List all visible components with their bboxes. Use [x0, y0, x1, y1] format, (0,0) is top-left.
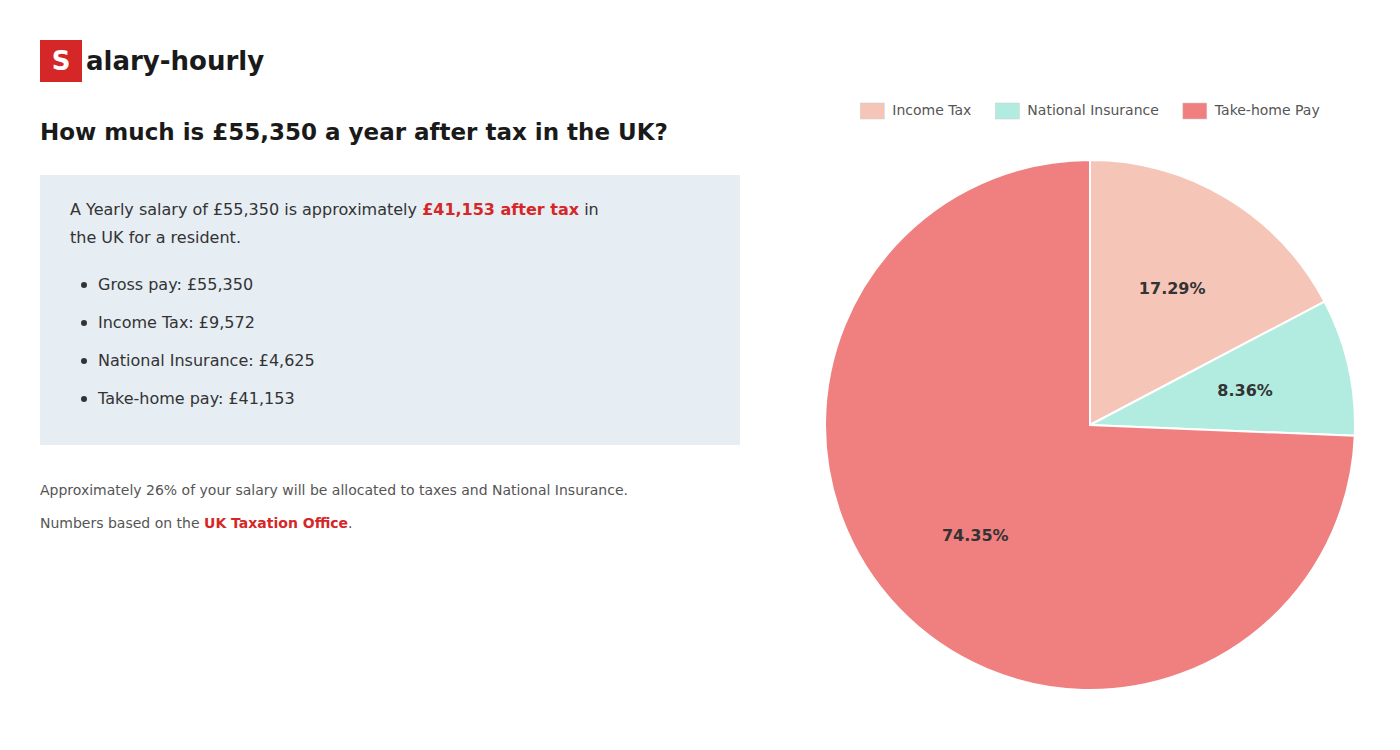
highlight: £41,153 after tax	[422, 200, 580, 219]
annotation: Income Tax: £9,572	[98, 313, 255, 332]
annotation: .	[348, 515, 352, 531]
legend-swatch	[1183, 103, 1207, 119]
annotation: the UK for a resident.	[70, 228, 241, 247]
legend-swatch	[860, 103, 884, 119]
chart: Salary-hourly How much is £55,350 a year …	[0, 0, 1400, 750]
annotation: Gross pay: £55,350	[98, 275, 253, 294]
legend-item: Income Tax	[860, 102, 971, 119]
slice	[825, 160, 1355, 690]
bullet	[81, 320, 87, 326]
data-label: 74.35%	[942, 526, 1009, 545]
legend-label: Take-home Pay	[1214, 102, 1320, 118]
text-panel: Salary-hourly How much is £55,350 a year …	[40, 40, 740, 531]
data-label: 8.36%	[1217, 381, 1273, 400]
legend: Income Tax National Insurance Take-home Pa…	[860, 102, 1319, 119]
info-box	[40, 175, 740, 445]
logo-box	[40, 40, 82, 82]
annotation: Take-home pay: £41,153	[97, 389, 295, 408]
title: How much is £55,350 a year after tax in …	[40, 119, 668, 145]
bullet	[81, 358, 87, 364]
legend-item: National Insurance	[995, 102, 1158, 119]
data-label: 17.29%	[1139, 279, 1206, 298]
annotation: National Insurance: £4,625	[98, 351, 315, 370]
pie: 17.29% 8.36% 74.35%	[825, 160, 1355, 690]
bullet	[81, 396, 87, 402]
legend-swatch	[995, 103, 1019, 119]
slices	[825, 160, 1355, 690]
logo-text: alary-hourly	[86, 46, 264, 76]
annotation: A Yearly salary of £55,350 is approximat…	[70, 200, 422, 219]
legend-label: Income Tax	[892, 102, 971, 118]
legend-label: National Insurance	[1027, 102, 1158, 118]
annotation: in	[579, 200, 599, 219]
annotation: Approximately 26% of your salary will be…	[40, 482, 628, 498]
annotation: Numbers based on the	[40, 515, 204, 531]
slice	[1090, 302, 1355, 436]
logo-letter: S	[52, 46, 71, 76]
link: UK Taxation Office	[204, 515, 348, 531]
data-labels: 17.29% 8.36% 74.35%	[942, 279, 1273, 544]
legend-item: Take-home Pay	[1183, 102, 1320, 119]
bullet	[81, 282, 87, 288]
